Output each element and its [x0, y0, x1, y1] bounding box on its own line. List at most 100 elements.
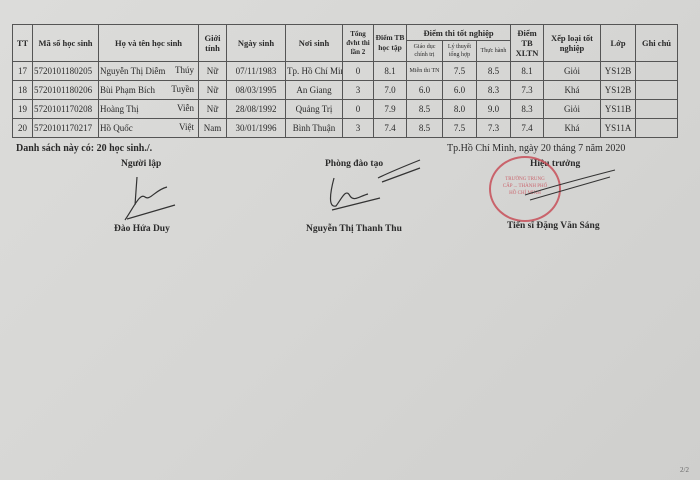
- school-stamp: TRƯỜNG TRUNG CẤP ... THÀNH PHỐ HỒ CHÍ MI…: [489, 156, 561, 222]
- cell-gpa: 7.4: [373, 118, 407, 138]
- cell-practice: 8.3: [476, 80, 511, 100]
- header-exam-practice: Thực hành: [476, 40, 511, 62]
- cell-theory: 8.0: [442, 99, 477, 119]
- cell-birthplace: Bình Thuận: [285, 118, 343, 138]
- header-exam-group: Điểm thi tốt nghiệp: [406, 24, 511, 41]
- cell-politics: 6.0: [406, 80, 443, 100]
- table-row: 18 5720101180206 Bùi Phạm Bích Tuyền Nữ 08/03…: [12, 80, 678, 100]
- cell-birthplace: Tp. Hồ Chí Minh: [285, 61, 343, 81]
- cell-theory: 7.5: [442, 118, 477, 138]
- cell-gender: Nữ: [198, 99, 227, 119]
- cell-dob: 08/03/1995: [226, 80, 286, 100]
- header-exam-politics: Giáo dục chính trị: [406, 40, 443, 62]
- cell-class: YS12B: [600, 61, 636, 81]
- cell-xltn: 8.1: [510, 61, 544, 81]
- training-dept-name: Nguyễn Thị Thanh Thu: [306, 224, 402, 234]
- surname: Hồ Quốc: [100, 123, 133, 133]
- cell-xltn: 7.4: [510, 118, 544, 138]
- cell-class: YS12B: [600, 80, 636, 100]
- header-dob: Ngày sinh: [226, 24, 286, 62]
- place-date: Tp.Hồ Chí Minh, ngày 20 tháng 7 năm 2020: [447, 143, 626, 154]
- header-tt: TT: [12, 24, 33, 62]
- cell-surname: Hồ Quốc Việt: [98, 118, 199, 138]
- cell-theory: 6.0: [442, 80, 477, 100]
- cell-id: 5720101180205: [32, 61, 99, 81]
- surname: Bùi Phạm Bích: [100, 85, 156, 95]
- surname: Nguyễn Thị Diễm: [100, 66, 166, 76]
- table-row: 19 5720101170208 Hoàng Thị Viễn Nữ 28/08/1992…: [12, 99, 678, 119]
- cell-retake: 0: [342, 99, 374, 119]
- cell-xltn: 8.3: [510, 99, 544, 119]
- header-student-id: Mã số học sinh: [32, 24, 99, 62]
- cell-surname: Hoàng Thị Viễn: [98, 99, 199, 119]
- cell-gpa: 7.0: [373, 80, 407, 100]
- table-row: 17 5720101180205 Nguyễn Thị Diễm Thúy Nữ 07/1…: [12, 61, 678, 81]
- creator-name: Đào Hứa Duy: [114, 224, 170, 234]
- cell-tt: 18: [12, 80, 33, 100]
- cell-birthplace: Quảng Trị: [285, 99, 343, 119]
- header-xltn: Điểm TB XLTN: [510, 24, 544, 62]
- header-birthplace: Nơi sinh: [285, 24, 343, 62]
- header-exam-theory: Lý thuyết tổng hợp: [442, 40, 477, 62]
- cell-gender: Nữ: [198, 80, 227, 100]
- cell-politics: 8.5: [406, 118, 443, 138]
- header-gender: Giới tính: [198, 24, 227, 62]
- cell-politics: Miễn thi TN: [406, 61, 443, 81]
- cell-gender: Nữ: [198, 61, 227, 81]
- cell-xltn: 7.3: [510, 80, 544, 100]
- given-name: Tuyền: [171, 84, 194, 94]
- cell-gpa: 8.1: [373, 61, 407, 81]
- training-dept-signature: [329, 159, 421, 211]
- principal-name: Tiến sĩ Đặng Văn Sáng: [507, 221, 600, 231]
- cell-surname: Nguyễn Thị Diễm Thúy: [98, 61, 199, 81]
- student-results-table: TT Mã số học sinh Họ và tên học sinh Giớ…: [12, 24, 678, 138]
- cell-gender: Nam: [198, 118, 227, 138]
- cell-rank: Khá: [543, 80, 601, 100]
- surname: Hoàng Thị: [100, 104, 139, 114]
- cell-note: [635, 99, 678, 119]
- creator-signature: [124, 176, 176, 221]
- cell-retake: 0: [342, 61, 374, 81]
- cell-rank: Giỏi: [543, 61, 601, 81]
- cell-rank: Giỏi: [543, 99, 601, 119]
- cell-practice: 9.0: [476, 99, 511, 119]
- cell-id: 5720101170208: [32, 99, 99, 119]
- cell-class: YS11B: [600, 99, 636, 119]
- cell-dob: 07/11/1983: [226, 61, 286, 81]
- principal-role: Hiệu trưởng: [530, 159, 581, 169]
- cell-retake: 3: [342, 80, 374, 100]
- cell-note: [635, 118, 678, 138]
- cell-dob: 28/08/1992: [226, 99, 286, 119]
- cell-tt: 17: [12, 61, 33, 81]
- cell-note: [635, 80, 678, 100]
- stamp-text: TRƯỜNG TRUNG CẤP ... THÀNH PHỐ HỒ CHÍ MI…: [502, 177, 548, 196]
- cell-id: 5720101180206: [32, 80, 99, 100]
- cell-surname: Bùi Phạm Bích Tuyền: [98, 80, 199, 100]
- header-note: Ghi chú: [635, 24, 678, 62]
- table-row: 20 5720101170217 Hồ Quốc Việt Nam 30/01/1996 B…: [12, 118, 678, 138]
- header-full-name: Họ và tên học sinh: [98, 24, 199, 62]
- cell-birthplace: An Giang: [285, 80, 343, 100]
- header-class: Lớp: [600, 24, 636, 62]
- cell-class: YS11A: [600, 118, 636, 138]
- principal-signature: [524, 169, 616, 201]
- training-dept-role: Phòng đào tạo: [325, 159, 384, 169]
- given-name: Việt: [179, 122, 194, 132]
- cell-gpa: 7.9: [373, 99, 407, 119]
- cell-id: 5720101170217: [32, 118, 99, 138]
- cell-tt: 20: [12, 118, 33, 138]
- cell-retake: 3: [342, 118, 374, 138]
- given-name: Viễn: [177, 103, 194, 113]
- cell-note: [635, 61, 678, 81]
- creator-role: Người lập: [121, 159, 162, 169]
- given-name: Thúy: [175, 65, 194, 75]
- summary-text: Danh sách này có: 20 học sinh./.: [16, 143, 153, 154]
- cell-politics: 8.5: [406, 99, 443, 119]
- header-retake-credits: Tổng đvht thi lần 2: [342, 24, 374, 62]
- cell-rank: Khá: [543, 118, 601, 138]
- header-rank: Xếp loại tốt nghiệp: [543, 24, 601, 62]
- cell-dob: 30/01/1996: [226, 118, 286, 138]
- cell-practice: 8.5: [476, 61, 511, 81]
- page-number: 2/2: [680, 466, 689, 474]
- cell-theory: 7.5: [442, 61, 477, 81]
